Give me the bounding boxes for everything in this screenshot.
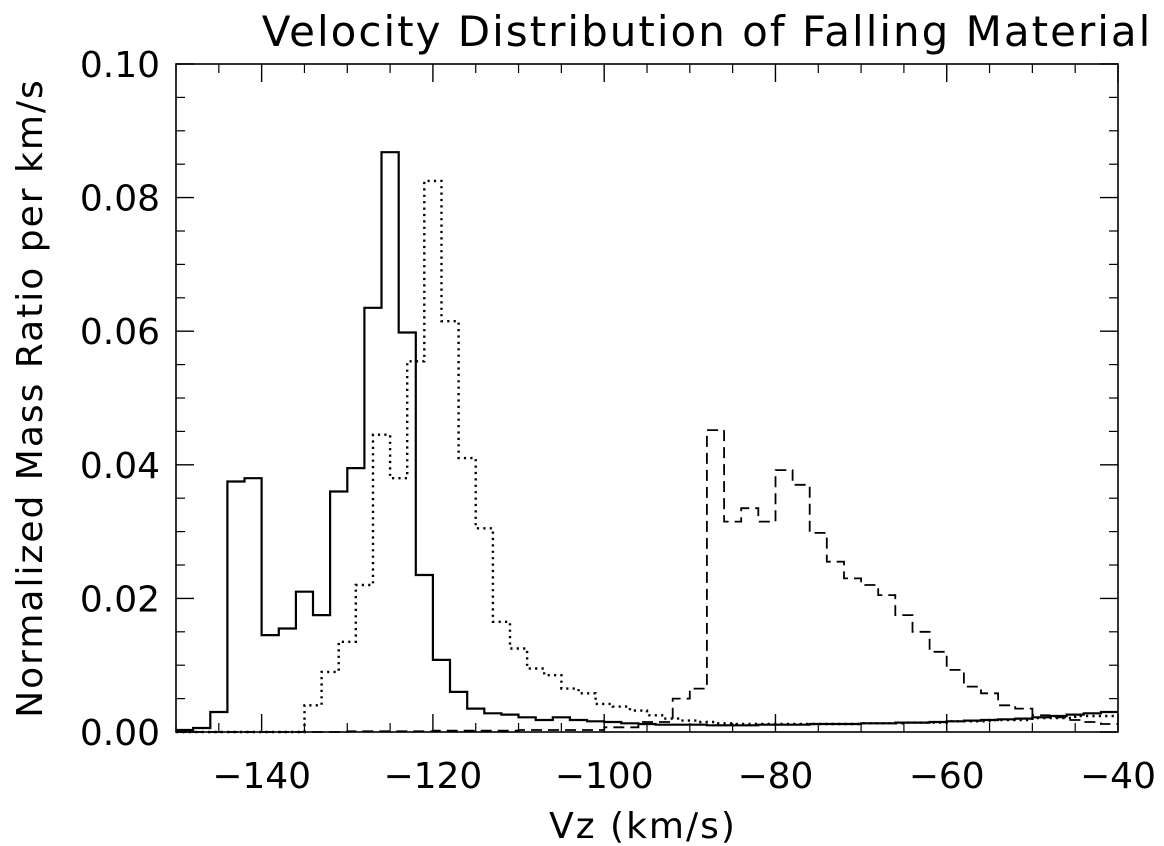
x-tick-label: −100 [555,756,654,797]
x-tick-label: −80 [737,756,813,797]
x-axis-label: Vz (km/s) [549,806,737,846]
y-axis-label: Normalized Mass Ratio per km/s [10,78,51,718]
y-tick-label: 0.04 [80,446,160,487]
y-tick-label: 0.10 [80,45,160,86]
plot-frame [175,63,1119,733]
axis-ticks: −140 −120 −100 −80 −60 −40 0.00 0.02 0.04 0.06 0.0… [80,45,1156,797]
x-tick-label: −60 [909,756,985,797]
y-tick-label: 0.06 [80,312,160,353]
x-tick-label: −120 [383,756,482,797]
y-tick-label: 0.02 [80,579,160,620]
histogram-dashed-series [176,429,1118,733]
histogram-dotted-series [176,179,1118,734]
y-tick-label: 0.08 [80,179,160,220]
x-tick-label: −40 [1080,756,1156,797]
histogram-series [176,151,1118,734]
y-tick-label: 0.00 [80,713,160,754]
x-tick-label: −140 [212,756,311,797]
chart-title: Velocity Distribution of Falling Materia… [262,7,1153,56]
histogram-solid-series [176,151,1118,732]
